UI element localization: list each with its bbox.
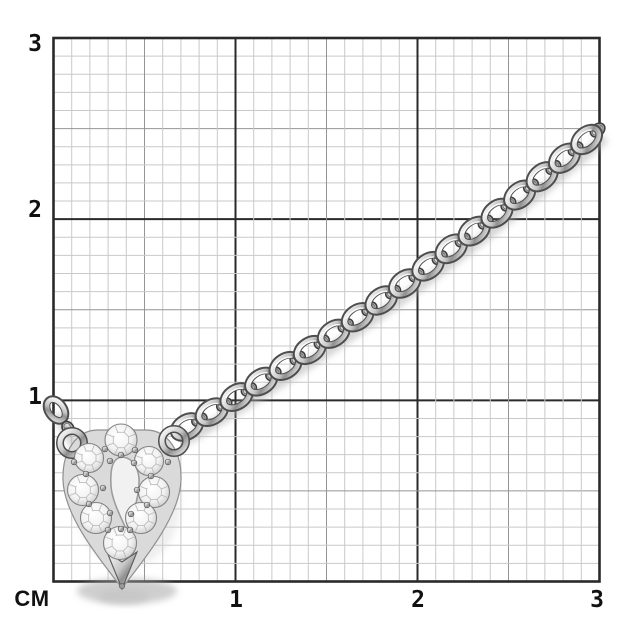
grid-border bbox=[52, 36, 601, 583]
y-axis-label-1: 1 bbox=[28, 384, 42, 410]
x-axis-label-3: 3 bbox=[590, 587, 604, 613]
y-axis-label-3: 3 bbox=[28, 31, 42, 57]
right-jump-ring bbox=[158, 425, 190, 457]
pendant-tip-knob bbox=[119, 583, 126, 590]
prong-beads bbox=[70, 445, 172, 534]
x-axis-label-2: 2 bbox=[411, 587, 425, 613]
x-axis-label-1: 1 bbox=[229, 587, 243, 613]
diamond-teardrop-pendant bbox=[56, 423, 190, 591]
unit-label-cm: CM bbox=[14, 586, 50, 611]
left-jump-ring bbox=[56, 427, 88, 459]
y-axis-label-2: 2 bbox=[28, 197, 42, 223]
cable-chain bbox=[169, 122, 606, 442]
